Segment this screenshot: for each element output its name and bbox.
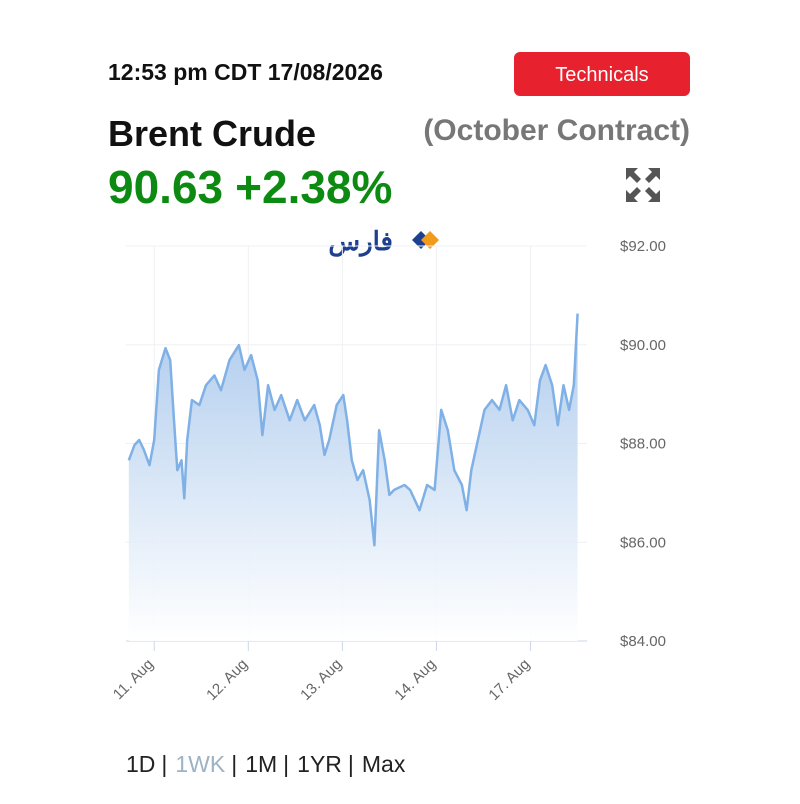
price-line <box>127 313 579 547</box>
range-option[interactable]: 1D <box>126 751 155 777</box>
x-tick-label: 11. Aug <box>110 656 157 703</box>
logo-text: فارس <box>328 226 393 257</box>
range-option[interactable]: 1M <box>245 751 277 777</box>
y-tick-label: $86.00 <box>620 534 666 551</box>
area <box>128 313 578 641</box>
y-tick-label: $84.00 <box>620 633 666 650</box>
y-tick-label: $92.00 <box>620 238 666 255</box>
chart: $84.00 $86.00 $88.00 $90.00 $92.00 11. Aug 12.… <box>110 238 666 704</box>
price-line: 90.63 +2.38% <box>108 161 392 213</box>
range-selector: 1D | 1WK | 1M | 1YR | Max <box>126 751 406 777</box>
contract: (October Contract) <box>423 114 690 147</box>
y-tick-label: $88.00 <box>620 436 666 453</box>
y-tick-label: $90.00 <box>620 337 666 354</box>
x-tick-label: 17. Aug <box>485 656 533 704</box>
range-separator: | <box>348 751 354 777</box>
change: +2.38% <box>235 161 392 213</box>
range-option[interactable]: Max <box>362 751 406 777</box>
expand-arrows[interactable] <box>626 168 660 202</box>
range-separator: | <box>161 751 167 777</box>
logo-mark <box>421 231 439 249</box>
range-separator: | <box>231 751 237 777</box>
timestamp: 12:53 pm CDT 17/08/2026 <box>108 59 383 85</box>
instrument-name: Brent Crude <box>108 113 316 154</box>
expand-icon[interactable] <box>626 168 660 202</box>
x-tick-label: 14. Aug <box>391 656 439 704</box>
logo: فارس <box>328 226 439 257</box>
x-tick-label: 13. Aug <box>297 656 345 704</box>
x-tick-label: 12. Aug <box>203 656 251 704</box>
technicals-label[interactable]: Technicals <box>555 64 648 86</box>
price: 90.63 <box>108 161 223 213</box>
technicals-button[interactable] <box>514 52 690 96</box>
range-option[interactable]: 1YR <box>297 751 342 777</box>
range-separator: | <box>283 751 289 777</box>
range-option[interactable]: 1WK <box>175 751 226 777</box>
